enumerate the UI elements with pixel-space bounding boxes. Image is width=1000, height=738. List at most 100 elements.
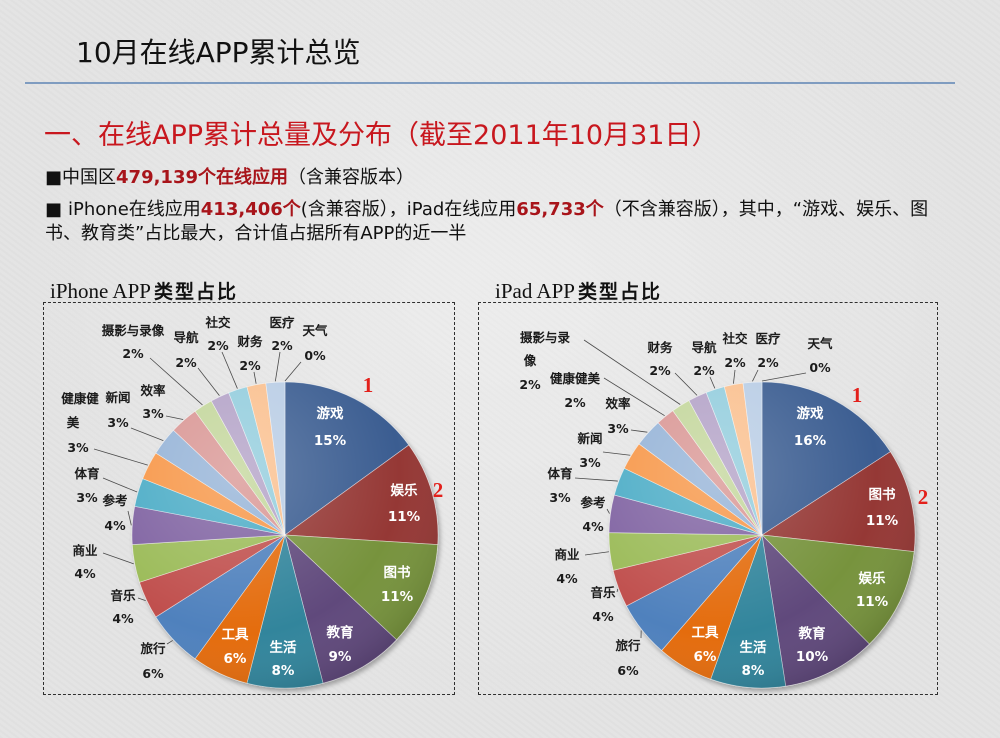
ipad-leader-line-8	[616, 588, 618, 592]
ipad-leader-line-12	[602, 451, 630, 456]
ipad-slice-percent-15: 2%	[519, 377, 541, 392]
ipad-slice-label-12: 新闻	[577, 431, 602, 446]
iphone-slice-percent-18: 2%	[239, 358, 261, 373]
ipad-leader-line-14	[603, 377, 665, 416]
iphone-leader-line-12	[93, 448, 148, 465]
ipad-leader-line-13	[630, 429, 647, 433]
iphone-leader-line-13	[130, 427, 163, 441]
iphone-chart-title-suffix: 类型占比	[153, 281, 238, 303]
ipad-slice-label-2: 图书	[868, 486, 896, 503]
ipad-leader-line-16	[674, 372, 697, 396]
ipad-rank-mark-1: 1	[851, 383, 862, 407]
ipad-leader-line-9	[584, 550, 609, 555]
ipad-slice-label-19: 医疗	[755, 331, 781, 346]
iphone-leader-line-8	[137, 597, 146, 601]
iphone-slice-percent-12: 3%	[67, 440, 89, 455]
iphone-slice-label-8: 音乐	[110, 588, 136, 603]
ipad-slice-label-13: 效率	[605, 396, 631, 411]
ipad-slice-label-14: 健康健美	[549, 371, 600, 386]
ipad-leader-lines	[574, 339, 806, 638]
iphone-slice-label-2: 娱乐	[390, 482, 417, 499]
iphone-slice-percent-15: 2%	[122, 346, 144, 361]
iphone-slice-label-17: 社交	[204, 315, 231, 330]
ipad-slice-percent-11: 3%	[549, 490, 571, 505]
iphone-slice-label-13: 新闻	[105, 390, 130, 405]
ipad-slice-label-4: 教育	[798, 625, 825, 642]
ipad-slice-percent-19: 2%	[757, 355, 779, 370]
iphone-slice-percent-13: 3%	[107, 415, 129, 430]
iphone-leader-line-18	[253, 371, 257, 384]
iphone-leader-line-16	[197, 367, 220, 396]
ipad-leader-line-18	[732, 369, 735, 384]
iphone-leader-line-14	[165, 415, 183, 420]
iphone-leader-line-15	[149, 357, 203, 405]
iphone-leader-line-11	[102, 477, 137, 492]
ipad-slice-labels: 游戏16%图书11%娱乐11%教育10%生活8%工具6%旅行6%音乐4%商业4%…	[519, 330, 898, 679]
iphone-slice-label-14: 效率	[140, 383, 166, 398]
iphone-leader-line-7	[166, 639, 173, 644]
ipad-slice-label-18: 社交	[721, 331, 748, 346]
iphone-slice-label-16: 导航	[173, 330, 199, 345]
iphone-slice-percent-9: 4%	[74, 566, 96, 581]
ipad-leader-line-11	[574, 477, 618, 481]
highlight-iphone-apps: 413,406个	[200, 199, 301, 220]
ipad-slice-percent-7: 6%	[617, 663, 639, 678]
iphone-pie-chart: 游戏 15% 娱乐 11% 图书 11% 教育 9% 生活 8% 工具 6% 旅行 6% 音乐 4% 商业 4% 参…	[61, 315, 443, 688]
iphone-slice-label-7: 旅行	[139, 641, 166, 656]
iphone-slice-percent-3: 11%	[380, 589, 413, 605]
ipad-slice-label-3: 娱乐	[858, 570, 886, 587]
ipad-slice-percent-3: 11%	[855, 594, 888, 610]
highlight-ipad-apps: 65,733个	[516, 199, 604, 220]
iphone-slice-labels: 游戏 15% 娱乐 11% 图书 11% 教育 9% 生活 8% 工具 6% 旅行 6% 音乐 4% 商业 4% 参…	[61, 315, 420, 681]
iphone-slice-label-15: 摄影与录像	[101, 323, 164, 338]
iphone-slice-label-6: 工具	[221, 627, 248, 643]
iphone-slice-label-19: 医疗	[269, 315, 295, 330]
ipad-slice-percent-18: 2%	[724, 355, 746, 370]
ipad-slice-percent-1: 16%	[793, 433, 826, 449]
ipad-chart-title-prefix: iPad APP	[495, 279, 575, 303]
title-divider	[25, 82, 955, 84]
bullet-marker: ■	[45, 199, 63, 220]
ipad-slice-label-15: 摄影与录像	[519, 330, 570, 368]
iphone-slice-percent-10: 4%	[104, 518, 126, 533]
ipad-slice-percent-4: 10%	[795, 649, 828, 665]
iphone-leader-line-19	[274, 351, 280, 381]
ipad-slice-percent-16: 2%	[649, 363, 671, 378]
iphone-slice-label-9: 商业	[72, 543, 98, 558]
ipad-pie-chart: 游戏16%图书11%娱乐11%教育10%生活8%工具6%旅行6%音乐4%商业4%…	[519, 330, 928, 688]
ipad-chart-title: iPad APP 类型占比	[495, 277, 662, 304]
iphone-slice-percent-2: 11%	[387, 509, 420, 525]
ipad-slice-percent-13: 3%	[607, 421, 629, 436]
iphone-slice-percent-16: 2%	[175, 355, 197, 370]
iphone-chart-frame: 游戏 15% 娱乐 11% 图书 11% 教育 9% 生活 8% 工具 6% 旅行 6% 音乐 4% 商业 4% 参…	[43, 302, 455, 695]
iphone-rank-mark-1: 1	[362, 373, 373, 397]
bullet-text: iPhone在线应用	[68, 199, 201, 220]
ipad-slice-label-6: 工具	[691, 625, 719, 641]
iphone-slice-percent-19: 2%	[271, 338, 293, 353]
ipad-slice-label-17: 导航	[691, 340, 717, 355]
ipad-slice-percent-5: 8%	[741, 663, 764, 679]
ipad-slice-percent-2: 11%	[865, 513, 898, 529]
iphone-slice-label-20: 天气	[302, 323, 328, 338]
iphone-slice-label-5: 生活	[269, 639, 296, 656]
iphone-slice-percent-5: 8%	[271, 663, 294, 679]
highlight-total-apps: 479,139个在线应用	[116, 167, 288, 188]
slide-title: 10月在线APP累计总览	[76, 36, 361, 69]
bullet-text: （不含兼容版），其中，“游戏、娱乐、图书、教育类”占比最大，合计值占据所有APP…	[45, 199, 929, 244]
iphone-slice-label-1: 游戏	[316, 405, 343, 422]
ipad-slice-label-1: 游戏	[796, 405, 824, 422]
iphone-leader-line-17	[221, 351, 238, 389]
ipad-slice-label-5: 生活	[739, 639, 767, 656]
ipad-leader-line-10	[606, 508, 610, 514]
iphone-slice-percent-17: 2%	[207, 338, 229, 353]
ipad-slice-label-11: 体育	[547, 466, 573, 481]
ipad-leader-line-19	[751, 369, 758, 381]
ipad-chart-title-suffix: 类型占比	[577, 281, 662, 303]
iphone-leader-line-20	[284, 361, 301, 381]
bullet-china-total: ■中国区479,139个在线应用（含兼容版本）	[45, 166, 414, 190]
ipad-slice-percent-6: 6%	[693, 649, 716, 665]
ipad-slice-percent-10: 4%	[582, 519, 604, 534]
iphone-leader-line-10	[127, 510, 132, 525]
iphone-slice-label-4: 教育	[326, 624, 353, 641]
iphone-slice-percent-1: 15%	[313, 433, 346, 449]
